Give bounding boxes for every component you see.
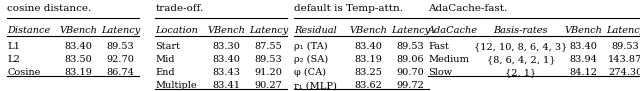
Text: 274.30: 274.30 — [608, 68, 640, 77]
Text: 91.20: 91.20 — [255, 68, 282, 77]
Text: trade-off.: trade-off. — [155, 4, 204, 13]
Text: 83.50: 83.50 — [65, 55, 92, 64]
Text: Latency: Latency — [605, 26, 640, 35]
Text: Start: Start — [155, 42, 180, 51]
Text: 83.43: 83.43 — [212, 68, 240, 77]
Text: 89.53: 89.53 — [397, 42, 424, 51]
Text: AdaCache: AdaCache — [428, 26, 478, 35]
Text: cosine distance.: cosine distance. — [7, 4, 92, 13]
Text: VBench: VBench — [207, 26, 245, 35]
Text: 89.53: 89.53 — [255, 55, 282, 64]
Text: Mid: Mid — [155, 55, 175, 64]
Text: Basis-rates: Basis-rates — [493, 26, 548, 35]
Text: 83.19: 83.19 — [65, 68, 92, 77]
Text: Latency: Latency — [391, 26, 430, 35]
Text: VBench: VBench — [60, 26, 97, 35]
Text: 90.70: 90.70 — [397, 68, 424, 77]
Text: AdaCache-fast.: AdaCache-fast. — [428, 4, 508, 13]
Text: 83.41: 83.41 — [212, 81, 240, 90]
Text: 90.27: 90.27 — [255, 81, 282, 90]
Text: 83.94: 83.94 — [570, 55, 597, 64]
Text: {12, 10, 8, 6, 4, 3}: {12, 10, 8, 6, 4, 3} — [474, 42, 568, 51]
Text: Latency: Latency — [100, 26, 140, 35]
Text: φ (CA): φ (CA) — [294, 68, 326, 77]
Text: 87.55: 87.55 — [255, 42, 282, 51]
Text: 83.40: 83.40 — [65, 42, 92, 51]
Text: 83.40: 83.40 — [570, 42, 597, 51]
Text: 99.72: 99.72 — [397, 81, 424, 90]
Text: 84.12: 84.12 — [569, 68, 597, 77]
Text: Residual: Residual — [294, 26, 337, 35]
Text: Multiple: Multiple — [155, 81, 197, 90]
Text: 92.70: 92.70 — [106, 55, 134, 64]
Text: Fast: Fast — [428, 42, 449, 51]
Text: 89.53: 89.53 — [611, 42, 639, 51]
Text: 83.40: 83.40 — [212, 55, 240, 64]
Text: VBench: VBench — [564, 26, 602, 35]
Text: Location: Location — [155, 26, 198, 35]
Text: {2, 1}: {2, 1} — [505, 68, 536, 77]
Text: 89.06: 89.06 — [397, 55, 424, 64]
Text: 83.62: 83.62 — [355, 81, 383, 90]
Text: Slow: Slow — [428, 68, 452, 77]
Text: Cosine: Cosine — [7, 68, 40, 77]
Text: End: End — [155, 68, 175, 77]
Text: default is Temp-attn.: default is Temp-attn. — [294, 4, 403, 13]
Text: Medium: Medium — [428, 55, 469, 64]
Text: 143.87: 143.87 — [608, 55, 640, 64]
Text: {8, 6, 4, 2, 1}: {8, 6, 4, 2, 1} — [486, 55, 555, 64]
Text: 83.30: 83.30 — [212, 42, 240, 51]
Text: 83.40: 83.40 — [355, 42, 383, 51]
Text: Latency: Latency — [249, 26, 288, 35]
Text: Distance: Distance — [7, 26, 51, 35]
Text: 83.19: 83.19 — [355, 55, 383, 64]
Text: VBench: VBench — [349, 26, 387, 35]
Text: 86.74: 86.74 — [106, 68, 134, 77]
Text: ρ₂ (SA): ρ₂ (SA) — [294, 55, 328, 64]
Text: 83.25: 83.25 — [355, 68, 383, 77]
Text: r₁ (MLP): r₁ (MLP) — [294, 81, 337, 90]
Text: 89.53: 89.53 — [106, 42, 134, 51]
Text: L2: L2 — [7, 55, 20, 64]
Text: ρ₁ (TA): ρ₁ (TA) — [294, 42, 328, 51]
Text: L1: L1 — [7, 42, 20, 51]
